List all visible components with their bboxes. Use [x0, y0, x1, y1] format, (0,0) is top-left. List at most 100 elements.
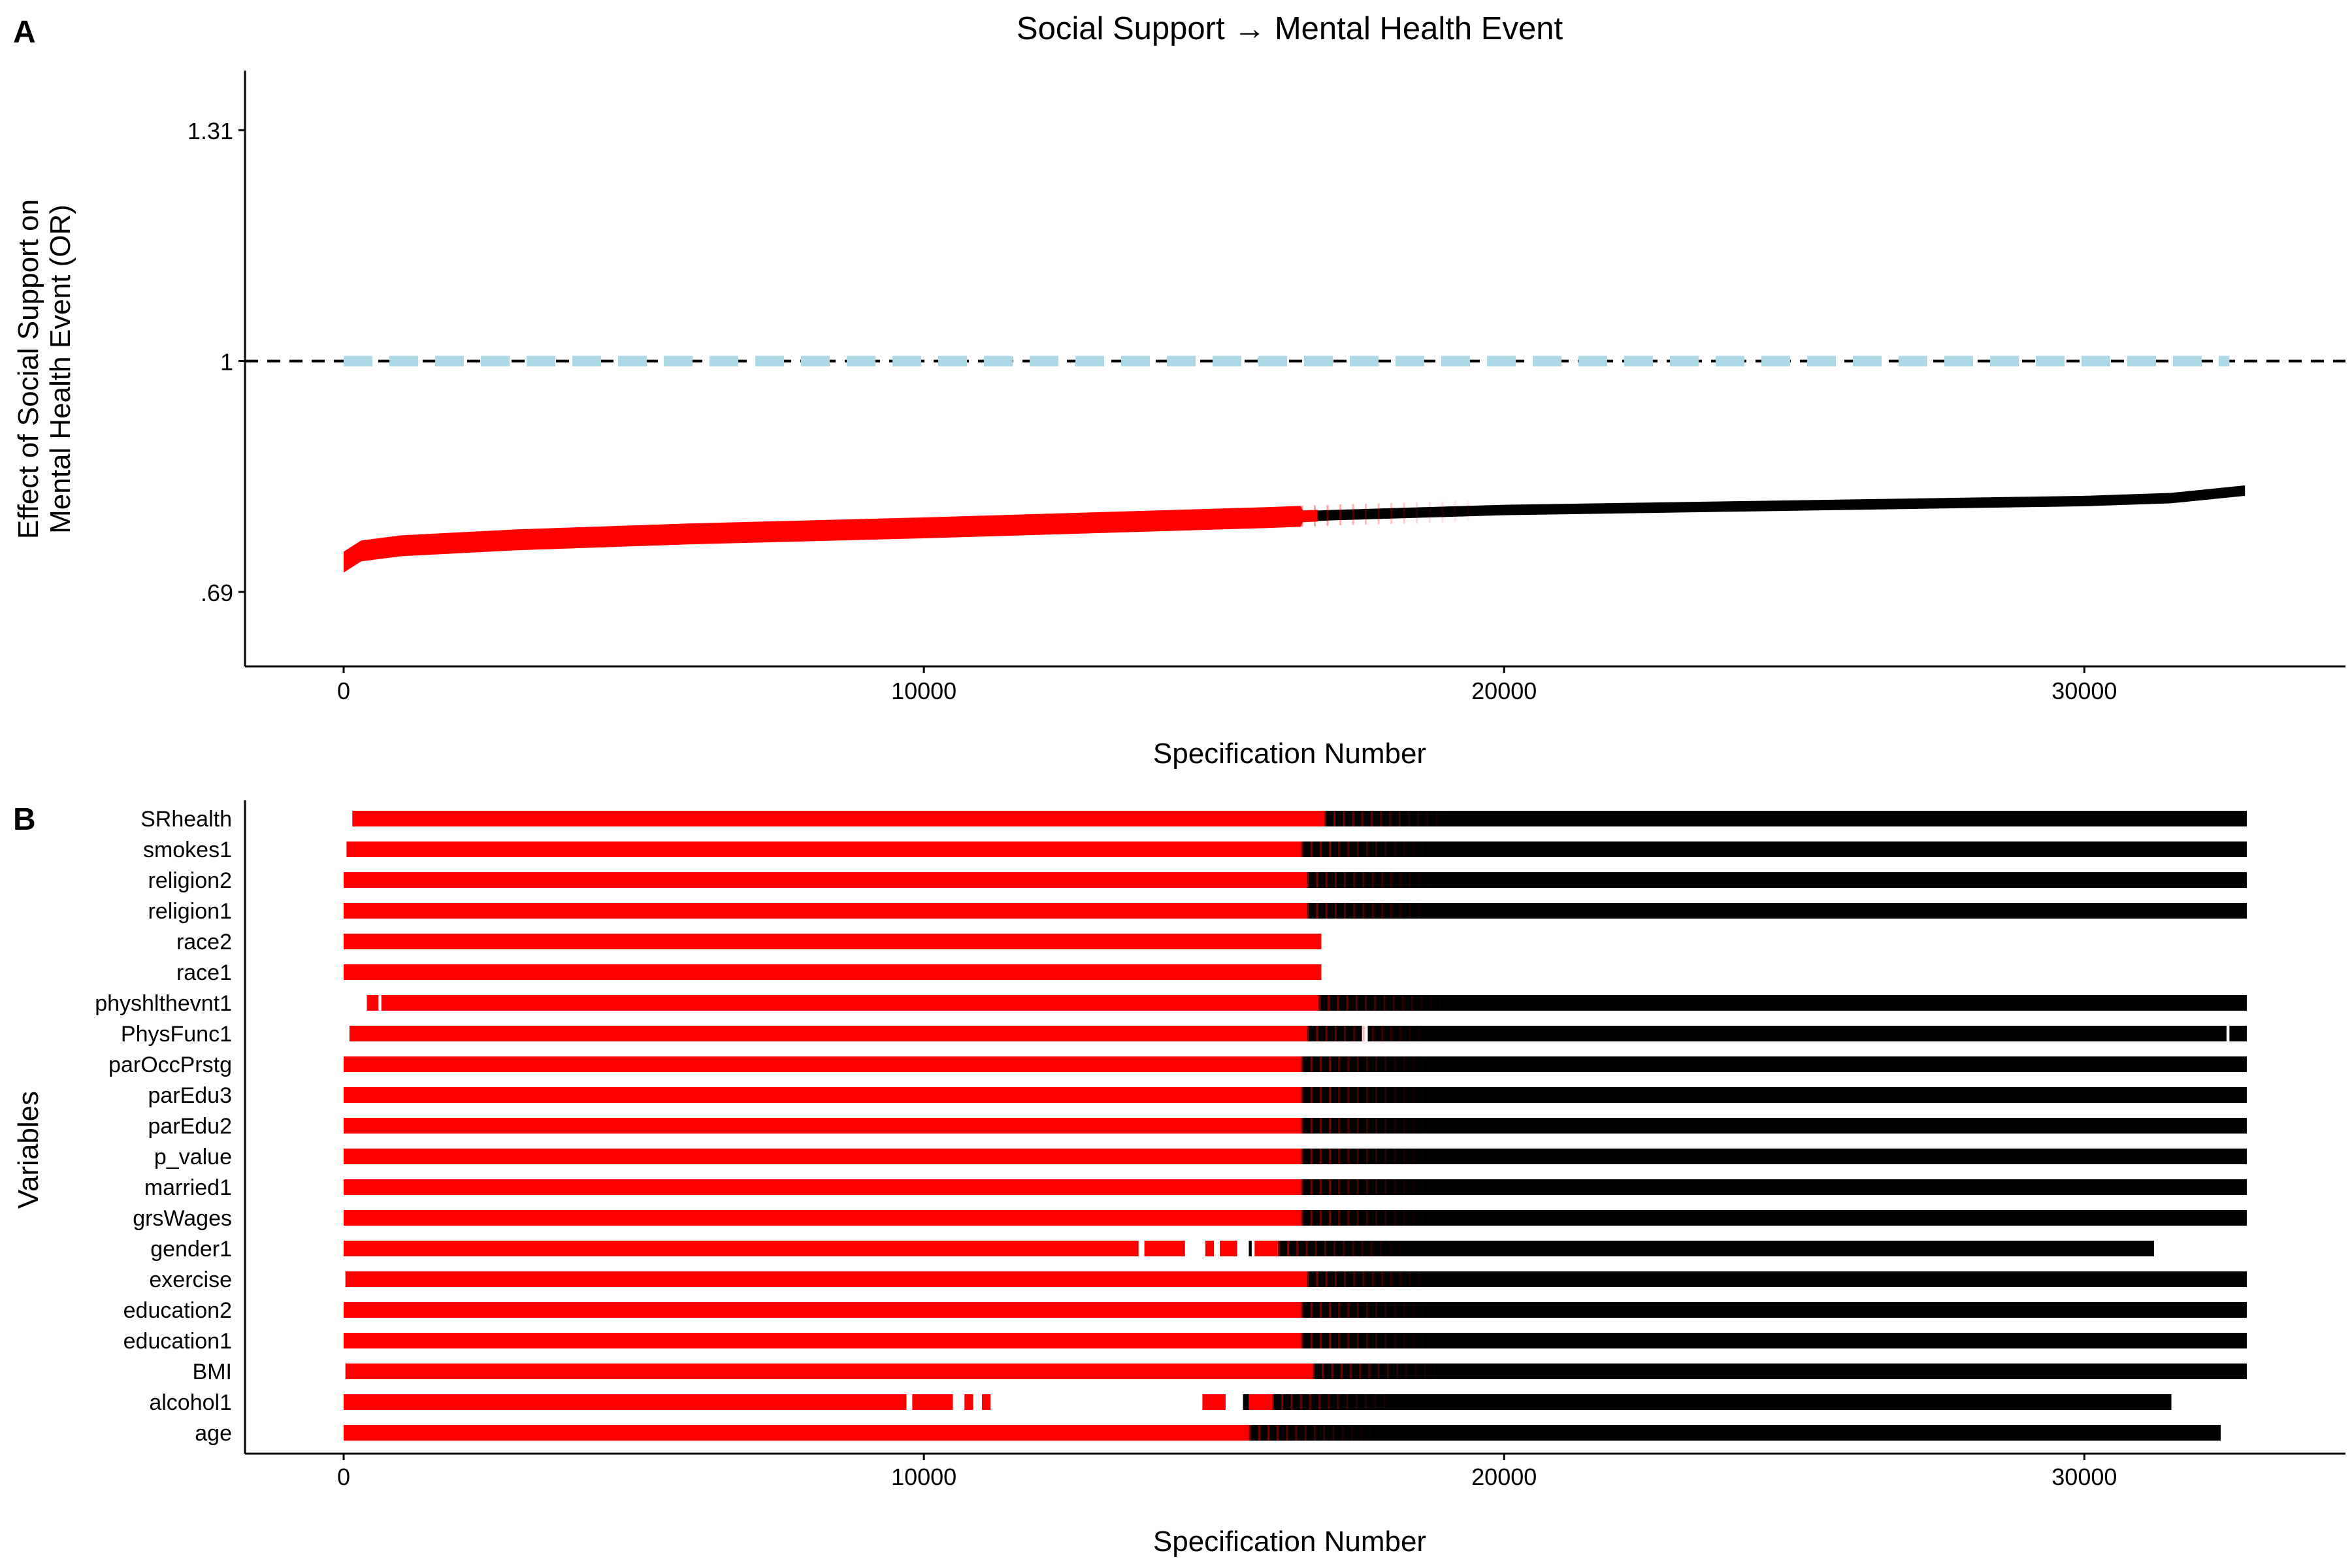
- transition-streak: [1384, 1087, 1387, 1103]
- transition-streak: [1338, 1333, 1341, 1348]
- transition-streak: [1325, 872, 1328, 888]
- variable-label: religion1: [148, 899, 232, 924]
- panel-b-axes: SRhealth smokes1 religion2 religion1 race2 ra…: [95, 800, 2345, 1490]
- transition-streak: [1384, 1302, 1387, 1318]
- transition-streak: [1393, 1394, 1395, 1410]
- transition-streak: [1412, 1087, 1414, 1103]
- transition-streak: [1353, 1026, 1356, 1041]
- variable-label: age: [195, 1421, 232, 1446]
- transition-streak: [1399, 1241, 1401, 1256]
- transition-streak: [1412, 1149, 1414, 1164]
- transition-streak: [1343, 1241, 1345, 1256]
- transition-streak: [1325, 903, 1328, 919]
- transition-streak: [1296, 1241, 1299, 1256]
- transition-streak: [1384, 1179, 1387, 1195]
- transition-streak: [1356, 1056, 1359, 1072]
- transition-mark: [1326, 504, 1329, 526]
- transition-streak: [1310, 1149, 1313, 1164]
- transition-streak: [1301, 1149, 1303, 1164]
- panel-a-x-tick-label: 30000: [2051, 678, 2117, 704]
- transition-streak: [1356, 1087, 1359, 1103]
- panel-a-y-tick-label: .69: [201, 580, 233, 606]
- transition-streak: [1347, 1149, 1350, 1164]
- transition-mark: [1301, 506, 1303, 527]
- transition-streak: [1368, 1364, 1371, 1379]
- transition-streak: [1380, 811, 1382, 826]
- transition-streak: [1301, 1333, 1303, 1348]
- transition-streak: [1409, 872, 1411, 888]
- indicator-bar-significant: [343, 1179, 1301, 1195]
- curve-significant: [343, 506, 1318, 573]
- transition-streak: [1392, 995, 1395, 1011]
- transition-streak: [1435, 811, 1438, 826]
- transition-streak: [1399, 1271, 1402, 1287]
- transition-streak: [1304, 1425, 1307, 1441]
- transition-streak: [1353, 872, 1356, 888]
- transition-streak: [1412, 1056, 1414, 1072]
- transition-streak: [1324, 1241, 1326, 1256]
- transition-streak: [1325, 1271, 1328, 1287]
- variable-label: education2: [123, 1298, 232, 1323]
- transition-streak: [1418, 1271, 1420, 1287]
- transition-streak: [1412, 1210, 1414, 1226]
- transition-streak: [1347, 1179, 1350, 1195]
- transition-streak: [1394, 1302, 1396, 1318]
- indicator-bar-nonsignificant: [1301, 1333, 2247, 1348]
- panel-a: A Social Support → Mental Health Event E…: [12, 11, 2345, 770]
- transition-streak: [1344, 903, 1347, 919]
- transition-streak: [1299, 1394, 1302, 1410]
- transition-streak: [1401, 995, 1404, 1011]
- transition-streak: [1403, 1333, 1405, 1348]
- panel-b-x-axis-label: Specification Number: [1153, 1526, 1426, 1558]
- indicator-bar-nonsignificant: [1301, 1149, 2247, 1164]
- transition-streak: [1360, 1425, 1362, 1441]
- panel-b-x-tick-label: 10000: [891, 1463, 956, 1490]
- transition-streak: [1418, 872, 1420, 888]
- transition-streak: [1412, 1118, 1414, 1134]
- indicator-bar-significant: [964, 1394, 973, 1410]
- transition-streak: [1362, 903, 1365, 919]
- transition-streak: [1329, 1333, 1331, 1348]
- indicator-bar-significant: [345, 1364, 1313, 1379]
- transition-streak: [1310, 1056, 1313, 1072]
- transition-streak: [1394, 1210, 1396, 1226]
- transition-streak: [1347, 1210, 1350, 1226]
- indicator-bar-nonsignificant: [1249, 1241, 1252, 1256]
- transition-streak: [1328, 995, 1330, 1011]
- transition-streak: [1422, 1179, 1424, 1195]
- panel-a-x-tick-label: 20000: [1471, 678, 1537, 704]
- variable-label: PhysFunc1: [121, 1022, 232, 1047]
- transition-streak: [1328, 1394, 1330, 1410]
- indicator-bar-significant: [343, 872, 1307, 888]
- transition-streak: [1344, 1271, 1347, 1287]
- indicator-bar-significant: [343, 1087, 1301, 1103]
- variable-label: education1: [123, 1329, 232, 1354]
- transition-streak: [1414, 1364, 1417, 1379]
- panel-b-plot-area: [343, 811, 2247, 1441]
- indicator-bar-nonsignificant: [1301, 1179, 2247, 1195]
- transition-streak: [1290, 1394, 1293, 1410]
- transition-streak: [1344, 872, 1347, 888]
- transition-streak: [1375, 1302, 1378, 1318]
- transition-mark: [1313, 505, 1316, 527]
- transition-streak: [1394, 1179, 1396, 1195]
- transition-streak: [1365, 1056, 1368, 1072]
- transition-streak: [1355, 995, 1358, 1011]
- variable-label: SRhealth: [140, 807, 232, 832]
- transition-streak: [1365, 1302, 1368, 1318]
- transition-streak: [1356, 1149, 1359, 1164]
- transition-streak: [1338, 841, 1341, 857]
- transition-streak: [1309, 1394, 1311, 1410]
- transition-streak: [1428, 1026, 1429, 1041]
- transition-streak: [1422, 841, 1424, 857]
- transition-streak: [1318, 995, 1321, 1011]
- indicator-bar-significant: [349, 1026, 1307, 1041]
- transition-mark: [1339, 504, 1341, 526]
- transition-streak: [1417, 811, 1420, 826]
- transition-streak: [1386, 1364, 1389, 1379]
- indicator-bar-nonsignificant: [1324, 811, 2247, 826]
- transition-streak: [1375, 1179, 1378, 1195]
- transition-streak: [1422, 1333, 1424, 1348]
- transition-streak: [1310, 1210, 1313, 1226]
